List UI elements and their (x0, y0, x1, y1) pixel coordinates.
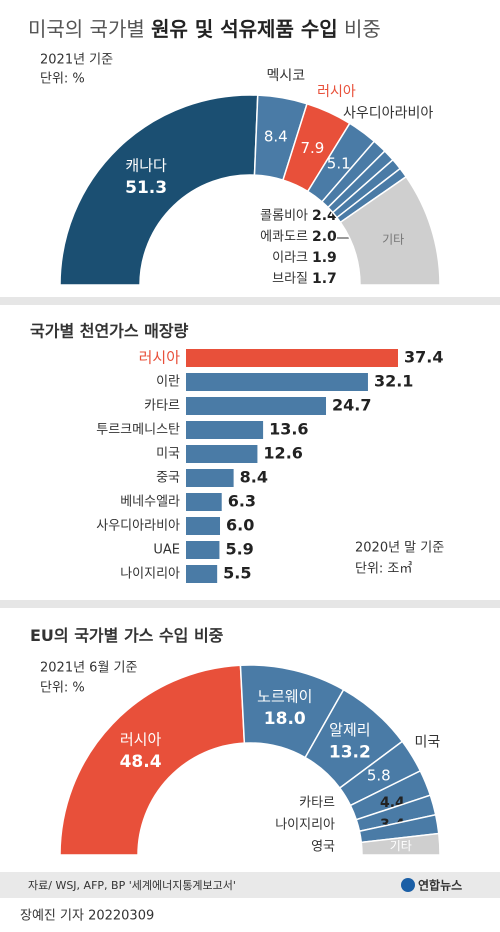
value-label: 8.4 (240, 468, 268, 487)
note: 2020년 말 기준 (355, 541, 444, 556)
value-label: 24.7 (332, 396, 371, 415)
category-label: 러시아 (139, 349, 181, 367)
value-label: 37.4 (404, 348, 443, 367)
category-label: 투르크메니스탄 (96, 423, 180, 438)
bar (186, 373, 368, 391)
bar (186, 397, 327, 415)
value-label: 13.6 (269, 420, 308, 439)
chart-title: 국가별 천연가스 매장량 (30, 322, 189, 341)
logo-mark (401, 878, 415, 892)
slice (59, 94, 259, 286)
list-name: 콜롬비아 (260, 209, 308, 224)
bar (186, 421, 264, 439)
value-label: 5.9 (225, 540, 253, 559)
unit: 단위: 조㎥ (355, 562, 412, 577)
value-label: 7.9 (300, 139, 324, 157)
footer-band (0, 872, 500, 898)
slice-name: 러시아 (120, 730, 162, 748)
slice-name: 러시아 (317, 84, 356, 100)
list-name: 이라크 (272, 251, 308, 266)
bar (186, 493, 222, 511)
bar (186, 349, 398, 367)
value-label: 18.0 (264, 709, 306, 729)
title-part: 원유 및 석유제품 수입 (151, 17, 338, 41)
value-label: 51.3 (125, 178, 167, 198)
value-label: 2.0 (312, 229, 337, 245)
bar (186, 469, 234, 487)
slice-name: 알제리 (329, 721, 370, 739)
category-label: 나이지리아 (120, 567, 180, 582)
value-label: 5.1 (327, 155, 351, 173)
chart-title: 미국의 국가별 원유 및 석유제품 수입 비중 (28, 17, 381, 41)
list-name: 에콰도르 (260, 230, 308, 245)
value-label: 48.4 (120, 752, 162, 772)
category-label: 사우디아라비아 (96, 519, 180, 534)
subtitle: 2021년 기준 (40, 53, 113, 68)
slice (339, 175, 441, 286)
title-part: 비중 (338, 17, 381, 41)
category-label: 이란 (156, 375, 180, 390)
bar (186, 517, 221, 535)
value-label: 5.5 (223, 564, 251, 583)
bar (186, 565, 218, 583)
slice (59, 664, 246, 856)
list-name: 영국 (311, 840, 335, 855)
chart-title: EU의 국가별 가스 수입 비중 (30, 626, 224, 645)
list-name: 브라질 (272, 272, 308, 287)
slice-name: 기타 (390, 839, 412, 853)
slice-name: 캐나다 (125, 156, 167, 174)
value-label: 12.6 (263, 444, 302, 463)
divider (0, 297, 500, 305)
slice-name: 미국 (414, 734, 440, 750)
slice-name: 멕시코 (266, 68, 305, 84)
list-name: 나이지리아 (275, 818, 335, 833)
category-label: UAE (153, 543, 180, 558)
category-label: 카타르 (144, 399, 180, 414)
unit: 단위: % (40, 681, 85, 696)
byline: 장예진 기자 20220309 (20, 909, 154, 924)
category-label: 중국 (156, 471, 180, 486)
value-label: 6.3 (228, 492, 256, 511)
title-part: EU의 국가별 가스 수입 비중 (30, 626, 224, 645)
slice-name: 기타 (382, 233, 404, 247)
slice-name: 사우디아라비아 (343, 105, 433, 121)
value-label: 2.4 (312, 208, 337, 224)
bar (186, 445, 258, 463)
value-label: 8.4 (264, 128, 288, 146)
logo: 연합뉴스 (418, 878, 462, 893)
value-label: 5.8 (367, 767, 391, 785)
value-label: 1.7 (312, 271, 337, 287)
bar (186, 541, 220, 559)
category-label: 베네수엘라 (120, 495, 180, 510)
unit: 단위: % (40, 72, 85, 87)
value-label: 6.0 (226, 516, 254, 535)
value-label: 13.2 (329, 743, 371, 763)
source: 자료/ WSJ, AFP, BP '세계에너지통계보고서' (28, 879, 236, 892)
value-label: 1.9 (312, 250, 337, 266)
divider (0, 600, 500, 608)
subtitle: 2021년 6월 기준 (40, 661, 137, 676)
slice-name: 노르웨이 (257, 688, 312, 706)
list-name: 카타르 (299, 796, 335, 811)
category-label: 미국 (156, 447, 180, 462)
slice (360, 832, 441, 856)
title-part: 미국의 국가별 (28, 17, 151, 41)
value-label: 32.1 (374, 372, 413, 391)
